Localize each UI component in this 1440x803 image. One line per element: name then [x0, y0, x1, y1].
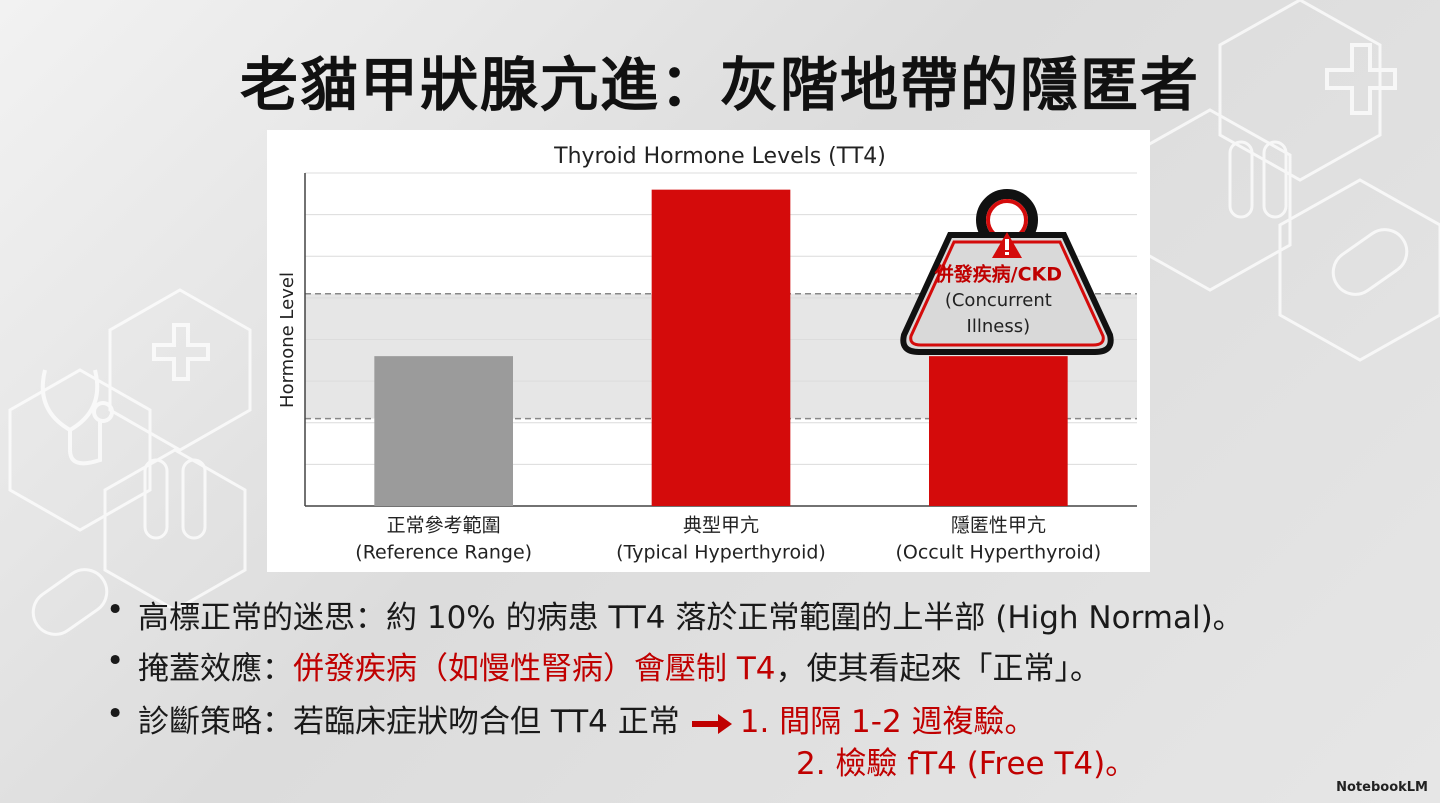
x-tick-label: 典型甲亢	[683, 515, 759, 537]
x-tick-label: 隱匿性甲亢	[951, 515, 1046, 537]
bullet-continuation: 2. 檢驗 fT4 (Free T4)。	[796, 746, 1137, 782]
annotation-text: Illness)	[967, 316, 1031, 337]
x-tick-label: (Occult Hyperthyroid)	[895, 542, 1101, 564]
bullet: 高標正常的迷思：約 10% 的病患 TT4 落於正常範圍的上半部 (High N…	[106, 592, 1244, 637]
x-tick-label: (Typical Hyperthyroid)	[616, 542, 826, 564]
y-axis-label: Hormone Level	[277, 272, 298, 408]
bullet-text: 高標正常的迷思：約 10% 的病患 TT4 落於正常範圍的上半部 (High N…	[138, 600, 1244, 636]
bar	[374, 356, 513, 506]
bar	[651, 189, 791, 506]
bullet-text: 掩蓋效應：	[138, 651, 293, 687]
weight-icon	[900, 189, 1114, 355]
annotation-text: (Concurrent	[945, 290, 1052, 311]
chart-title: Thyroid Hormone Levels (TT4)	[553, 144, 886, 169]
watermark: NotebookLM	[1336, 780, 1428, 795]
bullet-text: ，使其看起來「正常」。	[775, 651, 1102, 687]
bullet: 診斷策略：若臨床症狀吻合但 TT4 正常 1. 間隔 1-2 週複驗。	[106, 696, 1036, 741]
annotation-text: 併發疾病/CKD	[934, 263, 1062, 286]
bullet: 掩蓋效應：併發疾病（如慢性腎病）會壓制 T4，使其看起來「正常」。	[106, 643, 1102, 688]
x-tick-label: 正常參考範圍	[387, 515, 501, 537]
bar	[929, 356, 1068, 506]
bullet-text: 併發疾病（如慢性腎病）會壓制 T4	[293, 651, 776, 687]
bullet-text: 1. 間隔 1-2 週複驗。	[739, 704, 1036, 740]
slide-title: 老貓甲狀腺亢進：灰階地帶的隱匿者	[239, 51, 1200, 119]
bullet-text: 診斷策略：若臨床症狀吻合但 TT4 正常	[138, 704, 680, 740]
x-tick-label: (Reference Range)	[355, 542, 532, 564]
arrow-icon	[691, 713, 732, 734]
